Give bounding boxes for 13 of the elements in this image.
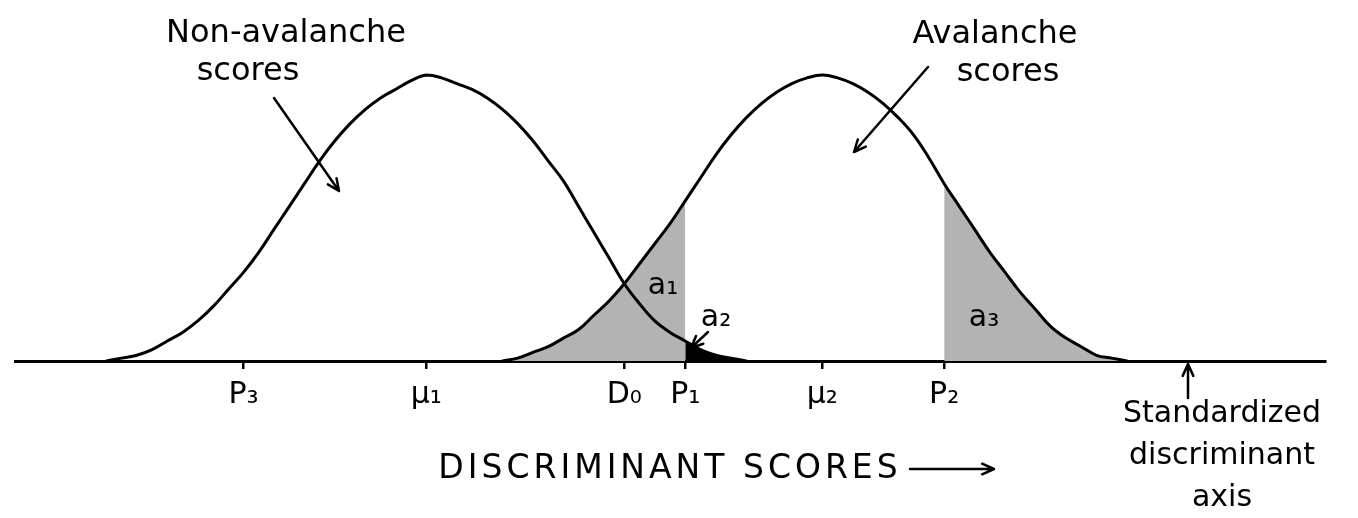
- x-tick-label: P₁: [670, 374, 701, 410]
- series-label: a₁: [647, 265, 679, 301]
- x-tick-label: μ₂: [806, 374, 838, 410]
- text: Standardized discriminant axis: [1122, 393, 1322, 513]
- x-tick-label: μ₁: [410, 374, 442, 410]
- x-tick-label: D₀: [606, 374, 642, 410]
- series-label: Avalanche scores: [912, 13, 1078, 90]
- x-tick-label: P₂: [929, 374, 960, 410]
- series-label: a₃: [968, 297, 1000, 333]
- x-tick-label: P₃: [228, 374, 259, 410]
- series-label: a₂: [700, 297, 732, 333]
- series-label: Non-avalanche scores: [166, 12, 406, 89]
- x-axis-title: DISCRIMINANT SCORES: [438, 446, 902, 486]
